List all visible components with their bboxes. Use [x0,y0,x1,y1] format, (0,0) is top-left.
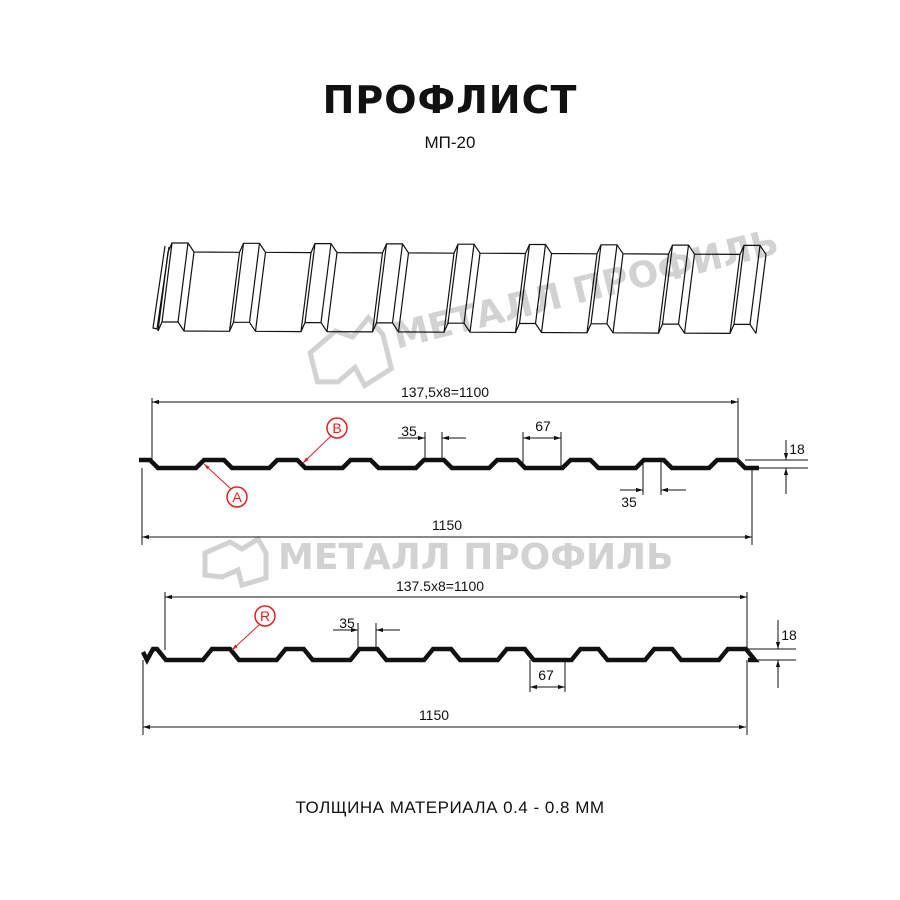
sheet-3d-view [152,242,767,335]
sheet-fold-line [397,252,410,332]
trough-label-b: 67 [538,667,554,683]
trough-label-a: 67 [535,418,551,434]
sheet-fold-line [228,252,241,332]
marker-a-label: A [232,489,242,505]
pitch-label-b: 137.5x8=1100 [396,578,484,594]
sheet-fold-line [534,244,547,324]
sheet-fold-line [254,252,267,332]
sheet-fold-line [232,243,245,323]
sheet-fold-line [183,251,195,332]
sheet-fold-line [320,243,332,323]
bottom-flat-label-a: 35 [621,494,637,510]
watermark-logo-icon [307,313,395,390]
sheet-fold-line [248,243,261,323]
model-subtitle: МП-20 [424,133,476,152]
sheet-fold-line [447,244,459,324]
sheet-bottom-edge [157,321,757,335]
sheet-fold-line [326,252,338,332]
sheet-fold-line [540,253,553,333]
sheet-top-edge [167,242,767,256]
watermark-text: МЕТАЛЛ ПРОФИЛЬ [278,537,673,578]
sheet-fold-line [586,253,598,333]
sheet-fold-line [371,252,384,332]
sheet-fold-line [463,244,475,324]
sheet-fold-line [177,242,189,323]
sheet-fold-line [677,245,690,325]
sheet-fold-line [612,253,624,333]
sheet-fold-line [661,245,674,325]
sheet-fold-line [469,253,481,333]
width-label-a: 1150 [432,517,462,533]
sheet-fold-line [375,243,388,323]
sheet-fold-line [606,244,618,324]
sheet-fold-line [683,254,696,334]
marker-a: A [203,463,248,508]
top-flat-label-b: 35 [339,615,355,631]
sheet-fold-line [514,253,527,333]
width-label-b: 1150 [419,707,449,723]
sheet-fold-line [161,242,173,323]
sheet-fold-line [733,245,745,325]
sheet-fold-line [729,254,741,334]
sheet-fold-line [443,253,455,333]
sheet-side-edge [152,245,170,330]
sheet-fold-line [391,243,404,323]
profile-b-line [140,646,760,665]
height-label-b: 18 [781,627,797,643]
watermark-logo-icon [202,535,269,589]
watermark-upper: МЕТАЛЛ ПРОФИЛЬ [307,222,783,390]
sheet-fold-line [749,245,761,325]
sheet-fold-line [518,244,531,324]
marker-r: R [231,605,276,651]
page-title: ПРОФЛИСТ [322,78,578,122]
pitch-label-a: 137,5x8=1100 [401,384,489,400]
sheet-fold-line [300,252,312,332]
profile-a-line [139,457,759,471]
marker-r-label: R [260,608,270,624]
watermark-lower: МЕТАЛЛ ПРОФИЛЬ [202,535,673,589]
marker-b-label: B [332,420,341,436]
material-thickness-note: ТОЛЩИНА МАТЕРИАЛА 0.4 - 0.8 ММ [295,798,605,817]
profile-b-section: 137.5x8=1100 1150 35 67 18 R [140,578,797,735]
top-flat-label-a: 35 [401,423,417,439]
sheet-fold-line [755,254,767,334]
sheet-fold-line [304,243,316,323]
height-label-a: 18 [789,441,805,457]
sheet-fold-line [657,254,670,334]
profile-a-section: 137,5x8=1100 1150 35 67 35 18 B A [139,384,808,545]
sheet-fold-line [590,244,602,324]
watermark-text: МЕТАЛЛ ПРОФИЛЬ [389,222,783,357]
marker-b: B [302,417,348,464]
